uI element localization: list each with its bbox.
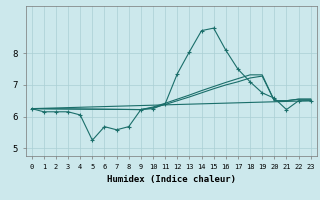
X-axis label: Humidex (Indice chaleur): Humidex (Indice chaleur)	[107, 175, 236, 184]
